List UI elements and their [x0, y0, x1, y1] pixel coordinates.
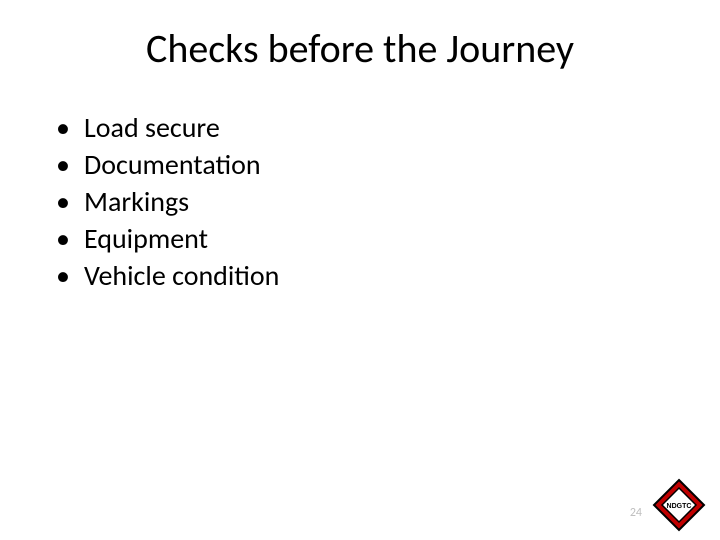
- list-item: Vehicle condition: [56, 258, 279, 293]
- list-item: Documentation: [56, 147, 279, 182]
- bullet-list: Load secure Documentation Markings Equip…: [56, 110, 279, 295]
- page-number: 24: [630, 506, 642, 520]
- logo-icon: NDGTC: [652, 478, 706, 532]
- slide-title: Checks before the Journey: [0, 24, 720, 73]
- slide: Checks before the Journey Load secure Do…: [0, 0, 720, 540]
- list-item: Markings: [56, 184, 279, 219]
- logo-text: NDGTC: [667, 503, 692, 510]
- list-item: Equipment: [56, 221, 279, 256]
- list-item: Load secure: [56, 110, 279, 145]
